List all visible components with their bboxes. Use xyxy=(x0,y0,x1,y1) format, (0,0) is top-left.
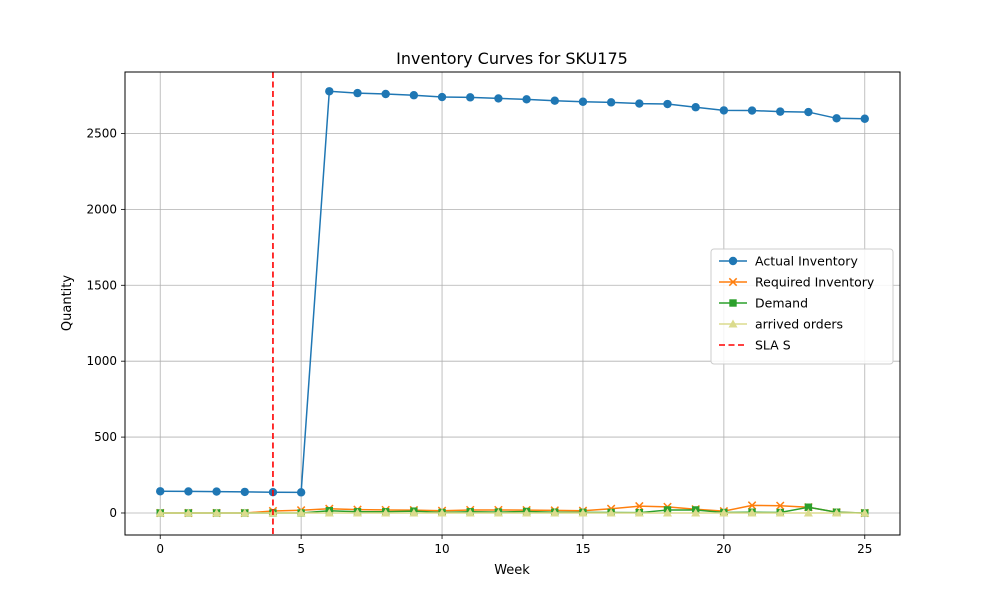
series-line xyxy=(160,504,865,514)
legend-entry: arrived orders xyxy=(719,317,843,332)
data-point xyxy=(663,508,672,517)
data-point xyxy=(776,107,785,116)
y-tick-label: 1500 xyxy=(86,278,117,292)
legend-marker xyxy=(728,277,738,287)
legend-entry: SLA S xyxy=(719,338,791,353)
data-point xyxy=(409,91,419,100)
data-point xyxy=(663,99,672,109)
legend-entry: Demand xyxy=(719,296,808,311)
legend-box xyxy=(710,248,894,365)
data-point xyxy=(606,508,616,517)
legend-label: Required Inventory xyxy=(755,275,875,290)
legend-marker xyxy=(728,256,738,266)
legend-entry: Required Inventory xyxy=(719,275,875,290)
x-tick-label: 10 xyxy=(434,542,449,556)
y-tick-label: 1000 xyxy=(86,354,117,368)
y-tick-label: 2000 xyxy=(86,202,117,216)
data-point xyxy=(353,508,362,517)
chart-title: Inventory Curves for SKU175 xyxy=(396,49,628,68)
legend-marker xyxy=(729,299,737,307)
data-point xyxy=(212,508,222,517)
data-point xyxy=(860,508,870,517)
data-point xyxy=(804,503,813,511)
data-point xyxy=(747,106,757,115)
data-point xyxy=(522,95,531,104)
data-point xyxy=(606,98,616,107)
data-point xyxy=(635,501,644,511)
data-point xyxy=(183,508,193,517)
data-point xyxy=(296,488,306,497)
series-3 xyxy=(155,508,870,517)
data-point xyxy=(747,501,757,510)
data-point xyxy=(634,508,644,517)
series-line xyxy=(160,90,865,494)
data-point xyxy=(578,508,588,517)
data-point xyxy=(775,501,785,510)
data-point xyxy=(155,508,165,517)
data-point xyxy=(240,508,250,517)
data-point xyxy=(409,508,419,517)
y-axis-label: Quantity xyxy=(60,275,75,331)
legend-label: Actual Inventory xyxy=(755,254,858,269)
data-point xyxy=(465,508,475,517)
data-point xyxy=(156,487,165,496)
data-point xyxy=(832,114,841,123)
data-point xyxy=(522,508,532,517)
data-point xyxy=(550,508,560,517)
data-point xyxy=(860,114,869,123)
data-point xyxy=(296,508,306,517)
data-point xyxy=(691,103,700,112)
ticks: 0 5 10 15 20 25 0 500 1000 1500 2000 2500 xyxy=(86,126,872,556)
x-tick-label: 15 xyxy=(575,542,590,556)
plot-area xyxy=(155,72,870,535)
legend-label: SLA S xyxy=(755,338,791,353)
y-tick-label: 500 xyxy=(94,430,117,444)
data-point xyxy=(324,508,334,517)
data-point xyxy=(691,508,701,517)
data-point xyxy=(184,487,193,496)
data-point xyxy=(803,508,813,517)
data-point xyxy=(212,487,221,496)
x-tick-label: 0 xyxy=(156,542,164,556)
y-tick-label: 2500 xyxy=(86,126,117,140)
data-point xyxy=(832,508,842,517)
data-point xyxy=(719,106,729,115)
data-point xyxy=(804,107,813,117)
data-point xyxy=(550,96,559,105)
data-point xyxy=(493,508,503,517)
x-tick-label: 25 xyxy=(857,542,872,556)
data-point xyxy=(494,94,503,103)
legend-marker xyxy=(728,319,738,328)
x-axis-label: Week xyxy=(494,563,530,578)
data-point xyxy=(325,87,334,96)
legend-entry: Actual Inventory xyxy=(719,254,858,269)
data-point xyxy=(635,99,644,108)
legend-label: Demand xyxy=(755,296,808,311)
x-tick-label: 5 xyxy=(297,542,305,556)
data-point xyxy=(353,88,362,98)
data-point xyxy=(381,508,391,517)
data-point xyxy=(578,97,588,106)
data-point xyxy=(437,508,447,517)
legend: Actual Inventory Required Inventory Demand… xyxy=(710,248,894,365)
plot-frame xyxy=(124,71,901,536)
legend-label: arrived orders xyxy=(755,317,843,332)
data-point xyxy=(775,508,785,517)
data-point xyxy=(240,487,249,497)
data-point xyxy=(381,89,390,99)
data-point xyxy=(466,93,475,102)
x-tick-label: 20 xyxy=(716,542,731,556)
data-point xyxy=(719,508,729,517)
data-point xyxy=(747,508,757,517)
y-tick-label: 0 xyxy=(109,506,117,520)
data-point xyxy=(437,92,447,102)
